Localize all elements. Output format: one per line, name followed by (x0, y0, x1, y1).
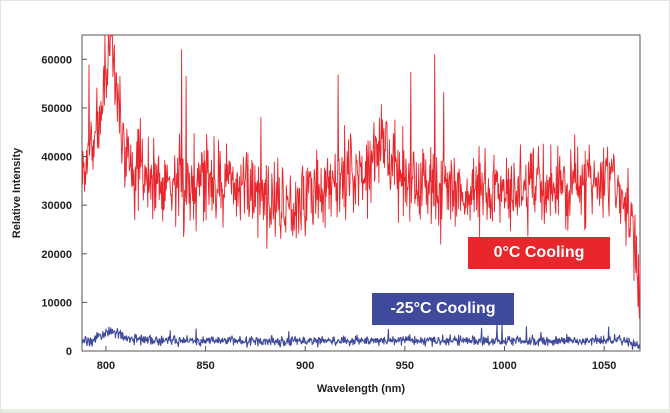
y-tick-label: 60000 (41, 54, 72, 66)
y-tick-label: 20000 (41, 249, 72, 261)
x-tick-label: 850 (196, 360, 214, 372)
x-tick-label: 1000 (492, 360, 516, 372)
y-tick-label: 0 (66, 346, 72, 358)
x-tick-label: 1050 (592, 360, 616, 372)
series-line-1 (81, 322, 641, 350)
legend-label-0c-cooling: 0°C Cooling (468, 237, 610, 269)
y-tick-label: 30000 (41, 200, 72, 212)
x-tick-label: 800 (97, 360, 115, 372)
legend-label-minus25c-cooling: -25°C Cooling (372, 293, 514, 325)
y-tick-label: 40000 (41, 152, 72, 164)
y-tick-label: 50000 (41, 103, 72, 115)
series-line-0 (81, 34, 641, 319)
x-tick-label: 900 (296, 360, 314, 372)
x-axis-label: Wavelength (nm) (317, 383, 406, 395)
x-tick-label: 950 (396, 360, 414, 372)
y-axis-label: Relative Intensity (11, 147, 23, 238)
y-tick-label: 10000 (41, 297, 72, 309)
